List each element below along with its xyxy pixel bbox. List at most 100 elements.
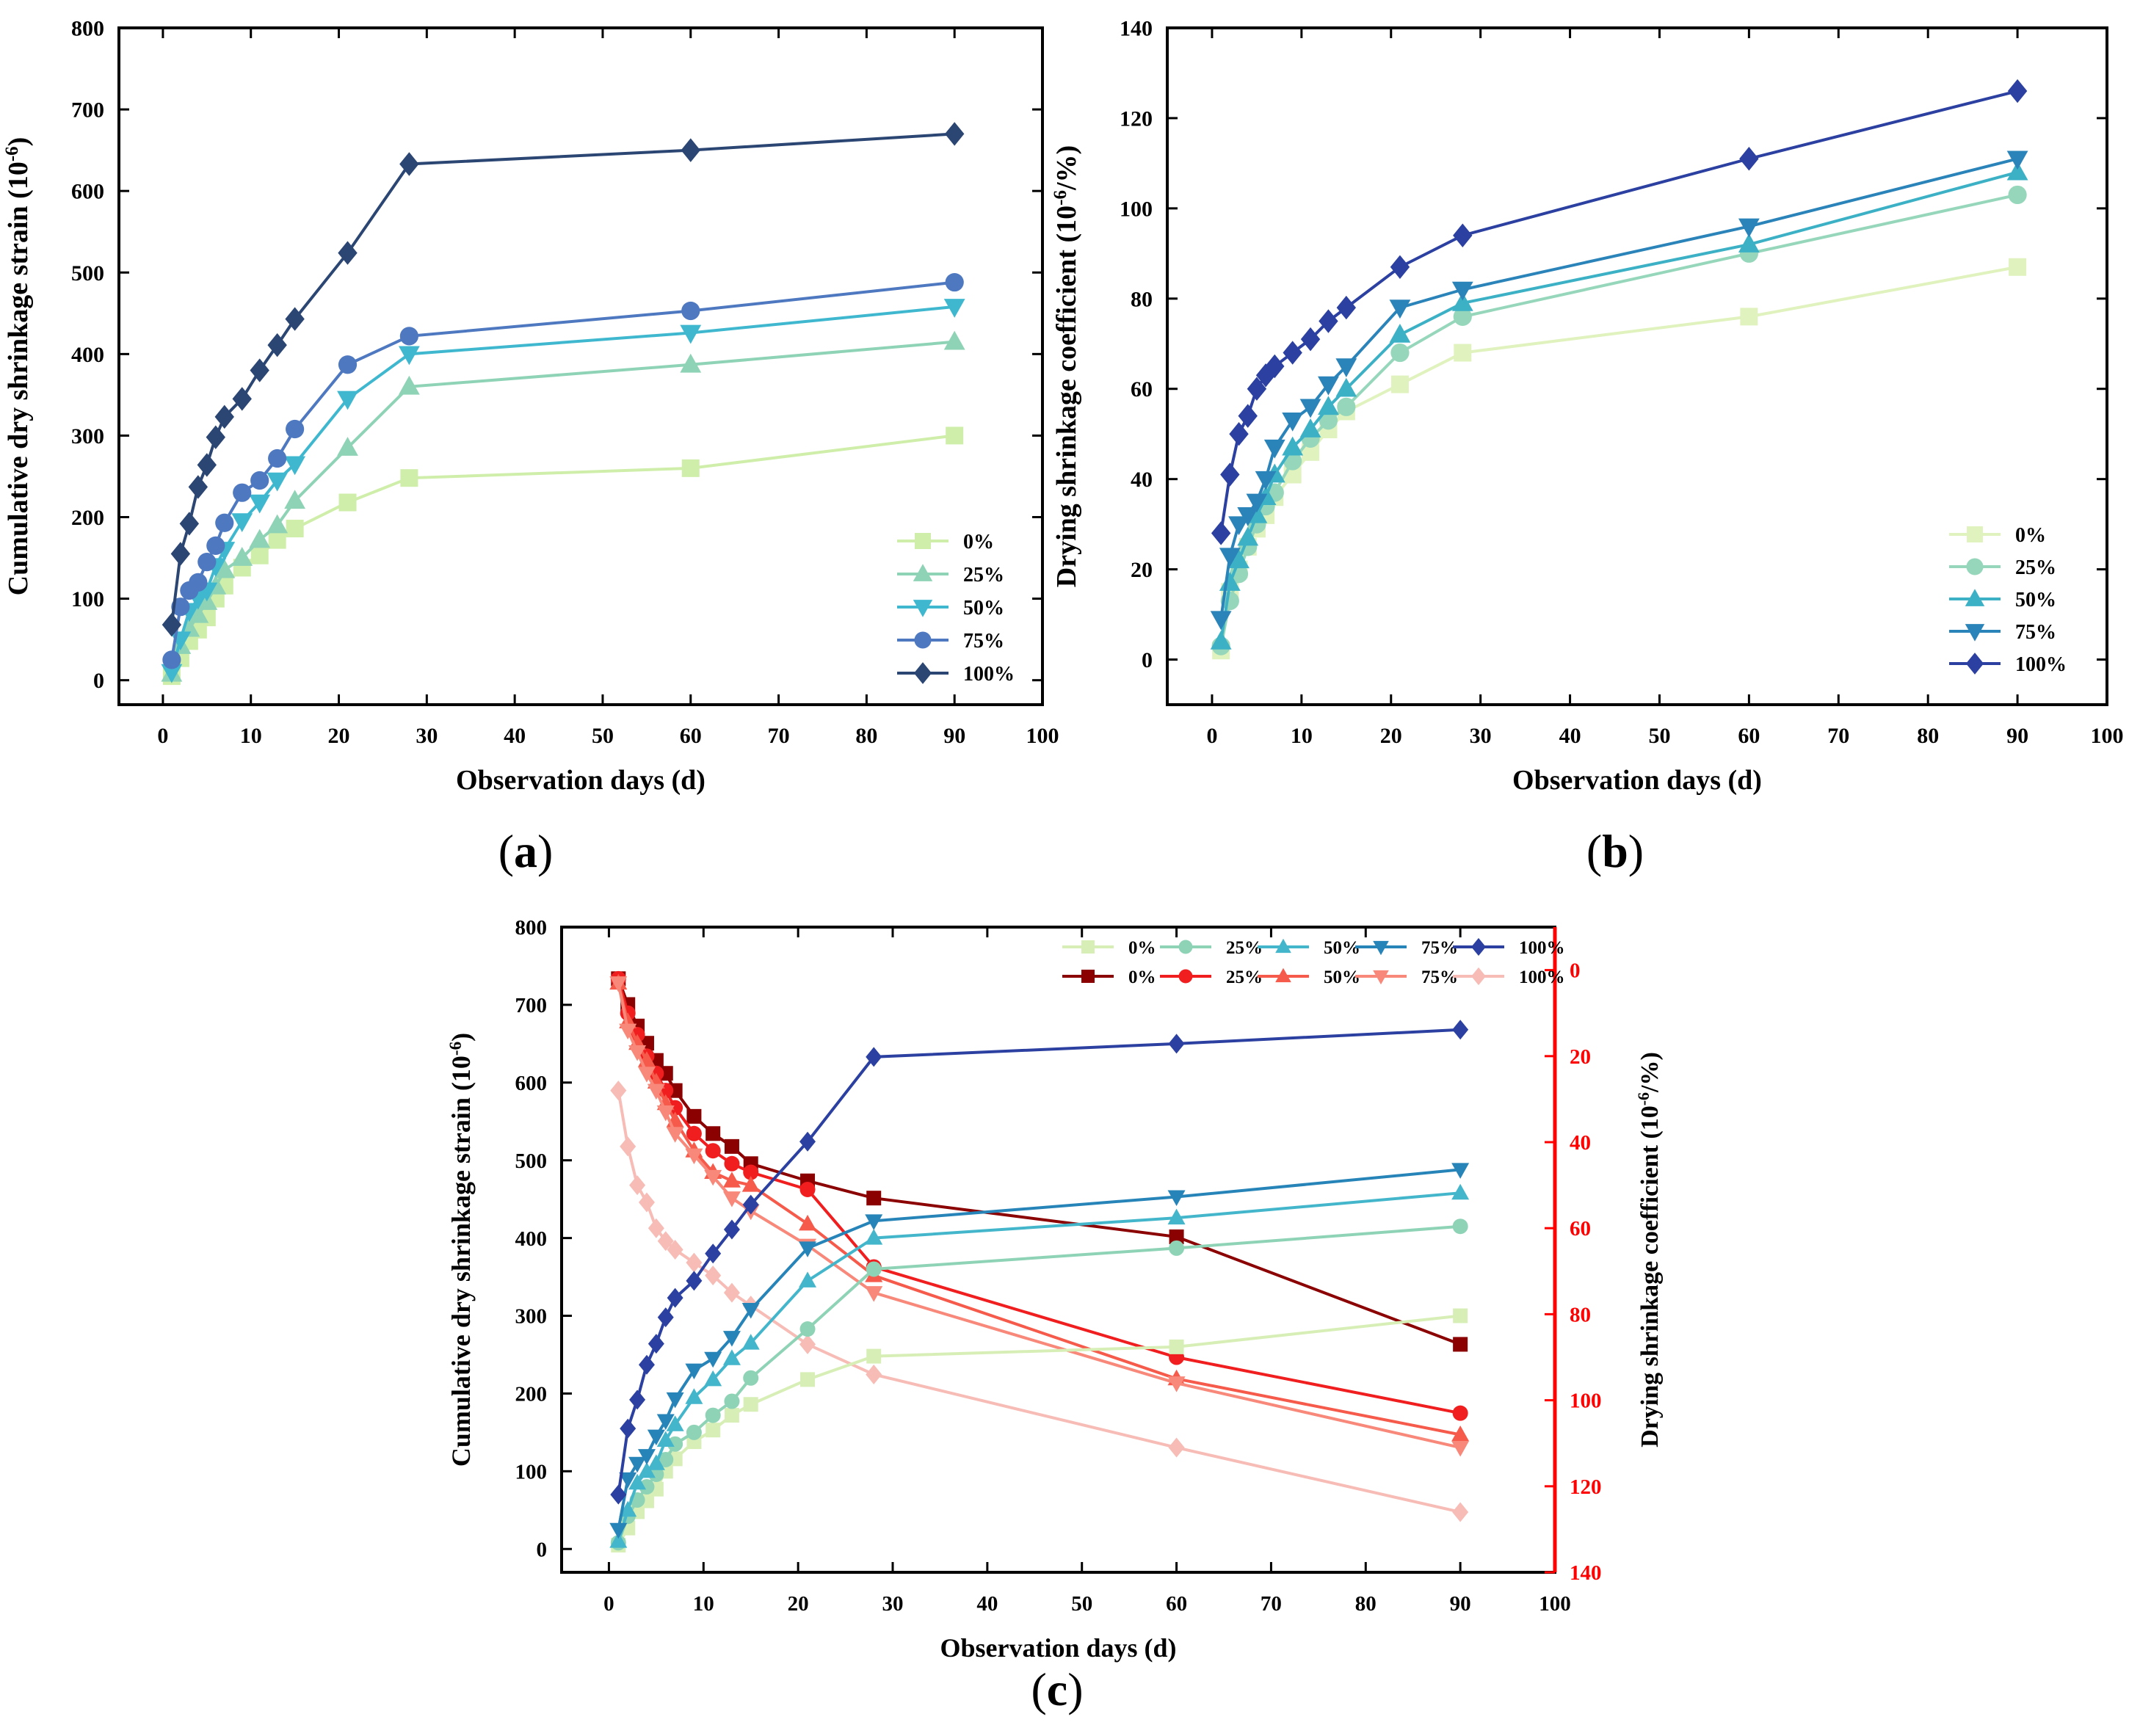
x-tick-label: 100	[2091, 724, 2124, 748]
series-b-3-marker	[1451, 281, 1473, 301]
y-axis-label-sup: -6	[2, 146, 22, 161]
series-a-1-marker	[214, 559, 236, 578]
series-c-coef-4-marker	[723, 1282, 740, 1303]
series-c-coef-4-marker	[610, 1081, 627, 1101]
series-a-0-marker	[681, 459, 700, 477]
legend-label: 100%	[963, 663, 1015, 686]
series-a-3-marker	[286, 419, 305, 439]
series-c-strain-1-marker	[724, 1393, 740, 1409]
legend-marker	[1471, 937, 1486, 956]
series-c-strain-3-marker	[619, 1472, 637, 1489]
series-c-strain-3-marker	[656, 1414, 675, 1430]
series-b-2-marker	[1335, 377, 1357, 397]
series-c-coef-4-marker	[686, 1252, 703, 1273]
series-c-strain-3-marker	[865, 1214, 883, 1230]
legend-marker	[913, 600, 933, 617]
series-a-4-marker	[338, 241, 358, 265]
chart-a: 0 10 20 30 40 50 60 70 80 90 100 0 100 200 300 400 500 60…	[2, 17, 1059, 796]
series-c-strain-3-marker	[685, 1363, 703, 1380]
series-c-strain-1-marker	[743, 1370, 759, 1386]
y-tick-label: 140	[1120, 17, 1153, 41]
legend-marker	[915, 533, 931, 549]
series-a-4-marker	[162, 612, 182, 637]
series-a-4-marker	[285, 307, 305, 331]
series-c-strain-1-marker	[658, 1451, 674, 1467]
series-c-coef-0-marker	[724, 1138, 739, 1154]
x-tick-label: 50	[592, 724, 614, 748]
series-a-3-marker	[268, 448, 287, 468]
y-tick-label: 800	[515, 916, 548, 940]
series-b-0-marker	[2009, 258, 2027, 276]
chart-b: 0 10 20 30 40 50 60 70 80 90 100 0 20 40 60 80 100 120 140…	[1051, 17, 2124, 796]
legend-label: 75%	[1421, 967, 1458, 987]
series-c-strain-2-marker	[1451, 1183, 1470, 1200]
y-tick-label: 200	[515, 1383, 548, 1406]
y-tick-label: 700	[71, 98, 104, 123]
series-c-strain-4-marker	[629, 1390, 646, 1410]
series-c-strain-3-marker	[741, 1303, 760, 1319]
series-b-2-marker	[1451, 291, 1473, 311]
y-tick-label: 0	[93, 669, 104, 693]
series-a-2-marker	[398, 346, 420, 366]
series-a-4-marker	[944, 122, 965, 146]
y-tick-label: 400	[71, 343, 104, 367]
series-b-3-marker	[1219, 548, 1241, 567]
series-c-strain-1-marker	[686, 1424, 702, 1440]
x-tick-label: 30	[416, 724, 438, 748]
x-tick-label: 40	[504, 724, 526, 748]
y-axis-label: Cumulative dry shrinkage strain (10-6)	[2, 137, 35, 596]
series-c-strain-4-line	[617, 1028, 1461, 1495]
series-b-0-marker	[1454, 344, 1472, 362]
series-c-strain-4-marker	[620, 1418, 636, 1439]
legend-label: 100%	[1519, 967, 1565, 987]
series-c-coef-4-marker	[657, 1231, 674, 1252]
series-b-1-marker	[1390, 343, 1410, 363]
series-c-coef-1-marker	[799, 1181, 816, 1197]
series-c-strain-4-marker	[866, 1047, 882, 1067]
series-b-4-marker	[1265, 354, 1285, 379]
series-c-strain-3-marker	[799, 1241, 817, 1257]
legend-marker	[1373, 970, 1389, 985]
series-c-coef-3-marker	[647, 1083, 665, 1100]
series-b-3-marker	[1389, 299, 1411, 319]
x-tick-label: 90	[1450, 1592, 1471, 1616]
series-c-strain-0-marker	[743, 1397, 758, 1412]
series-a-2-marker	[161, 664, 183, 683]
series-c-strain-4-marker	[742, 1194, 759, 1215]
y2-axis-label-sup: -6	[1634, 1092, 1653, 1105]
series-a-3-marker	[681, 301, 700, 321]
x-tick-label: 90	[943, 724, 965, 748]
x-tick-label: 20	[788, 1592, 809, 1616]
series-b-1-marker	[1453, 307, 1472, 326]
series-c-coef-0-marker	[686, 1108, 702, 1124]
series-c-strain-2-marker	[722, 1349, 741, 1365]
series-a-0-marker	[338, 493, 357, 512]
series-a-3-marker	[197, 553, 217, 572]
x-tick-label: 40	[1559, 724, 1581, 748]
legend-label: 25%	[1226, 938, 1263, 958]
series-b-3-marker	[1335, 358, 1357, 377]
x-tick-label: 0	[157, 724, 168, 748]
series-c-strain-1-marker	[799, 1321, 816, 1337]
legend-label: 100%	[1519, 938, 1565, 958]
legend-label: 25%	[1226, 967, 1263, 987]
series-a-4-line	[170, 132, 955, 625]
series-b-4-marker	[1229, 422, 1249, 446]
series-a-1-marker	[337, 437, 358, 456]
series-c-strain-1-marker	[705, 1407, 721, 1423]
y-tick-label: 100	[515, 1460, 548, 1483]
series-c-strain-4-marker	[610, 1484, 627, 1505]
series-c-coef-3-marker	[619, 1023, 637, 1040]
y2-tick-label: 140	[1570, 1561, 1602, 1585]
series-c-strain-4-marker	[1168, 1034, 1185, 1054]
series-b-4-marker	[1238, 404, 1258, 428]
legend-marker	[1965, 589, 1985, 606]
series-c-strain-2-marker	[1167, 1208, 1186, 1225]
series-b-4-marker	[1300, 327, 1321, 352]
series-b-3-marker	[2006, 150, 2028, 170]
legend-label: 75%	[963, 630, 1004, 653]
series-a-3-marker	[189, 573, 208, 592]
series-a-4-marker	[206, 425, 225, 449]
series-c-coef-3-marker	[609, 976, 628, 992]
legend-label: 0%	[1128, 938, 1156, 958]
